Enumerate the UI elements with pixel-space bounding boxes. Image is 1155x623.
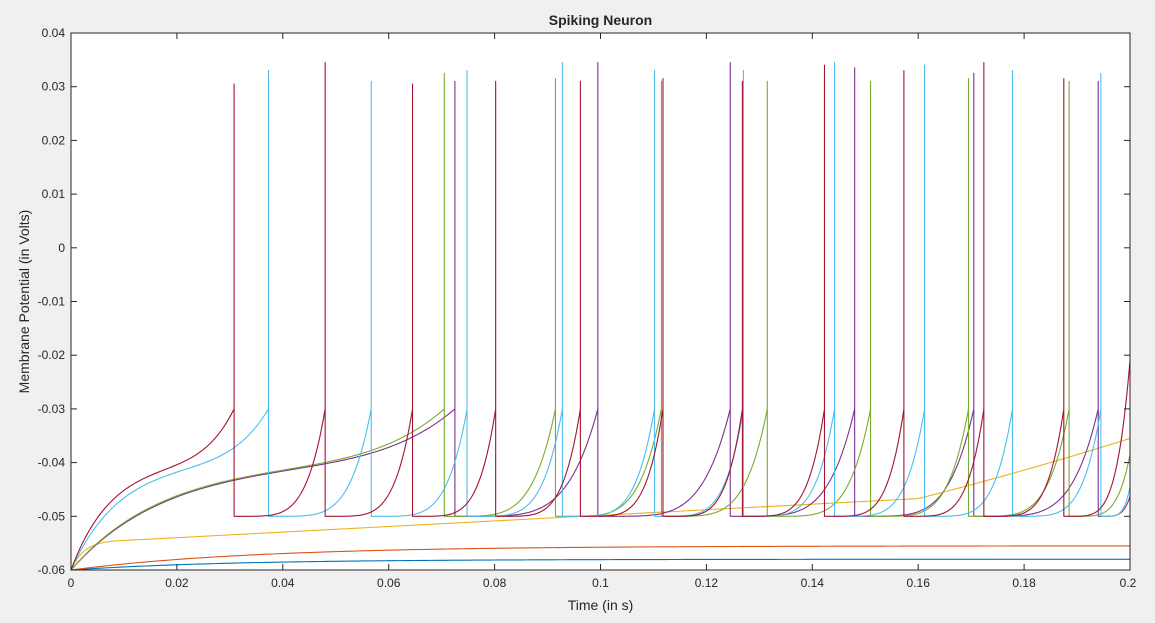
y-tick-label: 0.01 <box>42 187 66 201</box>
series-line-2 <box>70 545 1131 571</box>
y-tick-label: 0.02 <box>42 133 66 147</box>
x-tick-label: 0.06 <box>377 576 401 590</box>
x-tick-label: 0.12 <box>695 576 719 590</box>
x-tick-label: 0.2 <box>1120 576 1137 590</box>
y-axis-label: Membrane Potential (in Volts) <box>16 210 32 394</box>
x-tick-label: 0.14 <box>801 576 825 590</box>
y-tick-label: -0.04 <box>38 456 66 470</box>
x-tick-label: 0.02 <box>165 576 189 590</box>
y-axis: -0.06 -0.05 -0.04 -0.03 -0.02 -0.01 0 0.01 0.02 0… <box>38 26 1130 577</box>
series-line-1 <box>70 558 1130 571</box>
x-tick-label: 0.1 <box>592 576 609 590</box>
series-line-7 <box>70 61 1131 571</box>
x-axis: 0 0.02 0.04 0.06 0.08 0.1 0.12 0.14 0.16 0.18 0.2 <box>68 33 1137 590</box>
series-line-6 <box>70 61 1131 571</box>
y-tick-label: -0.02 <box>38 348 66 362</box>
x-tick-label: 0 <box>68 576 75 590</box>
y-tick-label: 0 <box>58 241 65 255</box>
chart-title: Spiking Neuron <box>549 12 652 28</box>
plot-area <box>71 33 1130 570</box>
y-tick-label: -0.06 <box>38 563 66 577</box>
y-tick-label: -0.03 <box>38 402 66 416</box>
x-tick-label: 0.18 <box>1012 576 1036 590</box>
x-tick-label: 0.16 <box>907 576 931 590</box>
x-tick-label: 0.08 <box>483 576 507 590</box>
y-tick-label: -0.01 <box>38 295 66 309</box>
y-tick-label: 0.04 <box>42 26 66 40</box>
y-tick-label: -0.05 <box>38 509 66 523</box>
series-layer <box>70 61 1131 571</box>
x-tick-label: 0.04 <box>271 576 295 590</box>
x-axis-label: Time (in s) <box>568 597 634 613</box>
y-tick-label: 0.03 <box>42 80 66 94</box>
